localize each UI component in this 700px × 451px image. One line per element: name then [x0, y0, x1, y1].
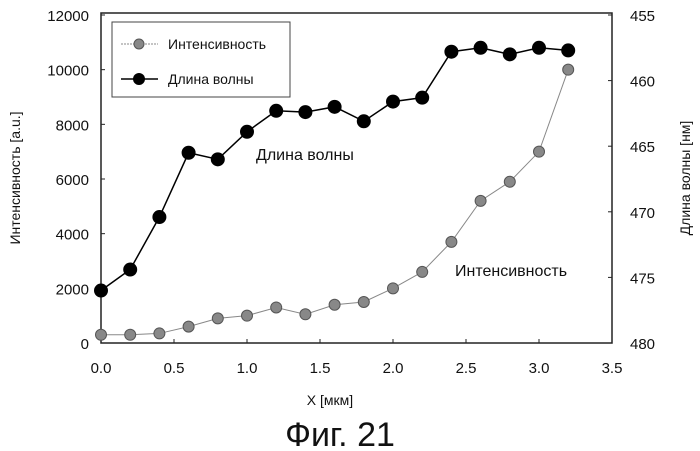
- y-tick-label: 8000: [56, 117, 89, 134]
- data-point-intensity: [562, 63, 575, 76]
- y2-tick-label: 480: [630, 336, 655, 353]
- data-point-wavelength: [356, 114, 371, 129]
- x-tick-label: 1.0: [237, 360, 258, 377]
- legend-marker-intensity: [133, 38, 145, 50]
- x-tick-label: 3.0: [529, 360, 550, 377]
- data-point-wavelength: [561, 43, 576, 58]
- data-point-intensity: [241, 309, 253, 322]
- data-point-intensity: [533, 145, 545, 158]
- y-tick-label: 0: [81, 336, 89, 353]
- data-point-intensity: [416, 265, 429, 278]
- legend-label-wavelength: Длина волны: [168, 71, 254, 87]
- data-point-wavelength: [473, 40, 488, 55]
- y2-tick-label: 460: [630, 74, 655, 91]
- data-point-wavelength: [386, 94, 400, 109]
- data-point-wavelength: [502, 47, 517, 62]
- data-point-intensity: [328, 298, 341, 311]
- data-point-intensity: [95, 328, 107, 341]
- data-point-wavelength: [181, 145, 196, 160]
- y2-tick-label: 470: [630, 205, 655, 222]
- data-point-wavelength: [415, 90, 430, 105]
- data-point-intensity: [474, 194, 487, 207]
- y-tick-label: 10000: [47, 63, 89, 80]
- y-tick-label: 12000: [47, 8, 89, 25]
- x-tick-label: 3.5: [602, 360, 623, 377]
- data-point-intensity: [270, 301, 283, 314]
- data-point-intensity: [503, 175, 516, 188]
- data-point-wavelength: [123, 262, 138, 277]
- y2-tick-label: 475: [630, 270, 655, 287]
- y-tick-label: 6000: [56, 172, 89, 189]
- annotation-intensity: Интенсивность: [455, 263, 567, 280]
- legend: Интенсивность Длина волны: [111, 21, 291, 98]
- data-point-intensity: [182, 320, 195, 333]
- x-tick-label: 2.0: [383, 360, 404, 377]
- legend-marker-wavelength: [133, 73, 145, 85]
- y-axis-label: Интенсивность [a.u.]: [7, 111, 23, 244]
- data-point-wavelength: [269, 103, 284, 118]
- data-point-intensity: [211, 312, 224, 325]
- y2-tick-label: 455: [630, 8, 655, 25]
- plot-frame: [100, 12, 613, 344]
- data-point-wavelength: [532, 40, 546, 55]
- data-point-intensity: [445, 235, 458, 248]
- x-axis-label: X [мкм]: [307, 392, 353, 408]
- y-tick-label: 2000: [56, 281, 89, 298]
- x-tick-label: 2.5: [456, 360, 477, 377]
- figure-caption: Фиг. 21: [285, 416, 395, 451]
- data-point-wavelength: [298, 105, 313, 120]
- x-tick-label: 0.0: [91, 360, 112, 377]
- data-point-intensity: [387, 282, 399, 295]
- data-point-intensity: [153, 327, 166, 340]
- y2-axis-label: Длина волны [нм]: [677, 121, 693, 236]
- data-point-intensity: [357, 296, 370, 308]
- data-point-wavelength: [240, 124, 254, 139]
- data-point-intensity: [299, 308, 312, 321]
- data-point-wavelength: [327, 99, 342, 114]
- x-tick-label: 1.5: [310, 360, 331, 377]
- legend-box: [111, 21, 291, 98]
- data-point-intensity: [124, 328, 137, 341]
- data-point-wavelength: [94, 283, 108, 298]
- data-point-wavelength: [444, 44, 459, 59]
- annotation-wavelength: Длина волны: [256, 147, 354, 164]
- x-tick-label: 0.5: [164, 360, 185, 377]
- y-tick-label: 4000: [56, 227, 89, 244]
- legend-label-intensity: Интенсивность: [168, 36, 266, 52]
- data-point-wavelength: [152, 210, 167, 225]
- y2-tick-label: 465: [630, 139, 655, 156]
- data-point-wavelength: [210, 152, 225, 167]
